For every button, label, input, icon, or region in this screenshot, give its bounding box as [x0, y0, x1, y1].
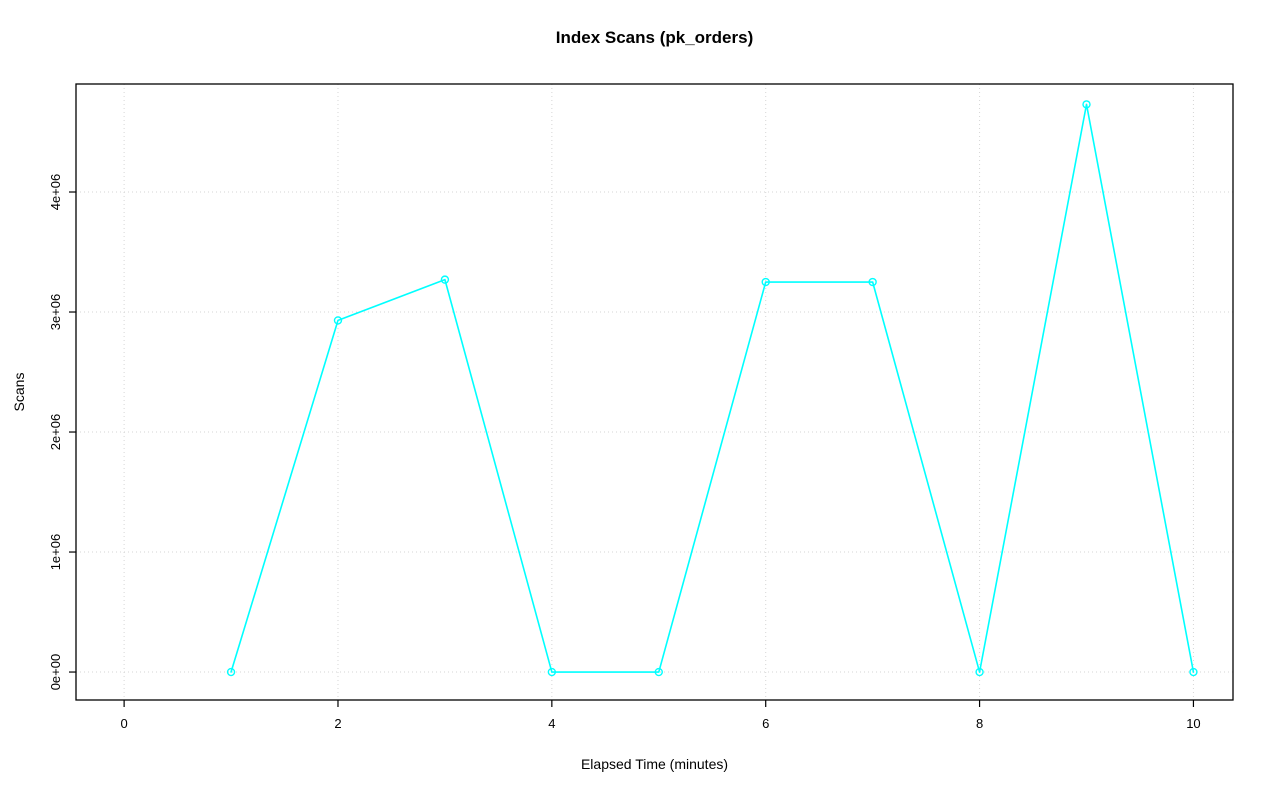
y-tick-label: 0e+00 — [48, 654, 63, 691]
x-tick-label: 8 — [976, 716, 983, 731]
data-point — [1189, 667, 1198, 677]
y-tick-label: 1e+06 — [48, 534, 63, 571]
data-point — [226, 667, 236, 677]
x-tick-label: 6 — [762, 716, 769, 731]
data-point — [975, 667, 984, 677]
data-point — [440, 275, 450, 284]
data-point — [1082, 100, 1091, 109]
x-axis-label: Elapsed Time (minutes) — [580, 756, 729, 772]
y-axis-label: Scans — [11, 372, 27, 412]
y-tick-label: 4e+06 — [48, 174, 63, 211]
chart-title: Index Scans (pk_orders) — [555, 28, 754, 47]
x-tick-label: 4 — [548, 716, 555, 731]
y-tick-label: 2e+06 — [48, 414, 63, 451]
data-point — [761, 277, 770, 287]
y-tick-label: 3e+06 — [48, 294, 63, 331]
data-point — [547, 667, 557, 677]
plot-border — [75, 83, 1234, 701]
data-point — [654, 667, 663, 677]
x-tick-label: 10 — [1186, 716, 1200, 731]
data-point — [333, 316, 343, 325]
series-line — [230, 103, 1195, 673]
data-point — [868, 277, 877, 287]
x-tick-label: 2 — [334, 716, 341, 731]
x-tick-label: 0 — [121, 716, 128, 731]
